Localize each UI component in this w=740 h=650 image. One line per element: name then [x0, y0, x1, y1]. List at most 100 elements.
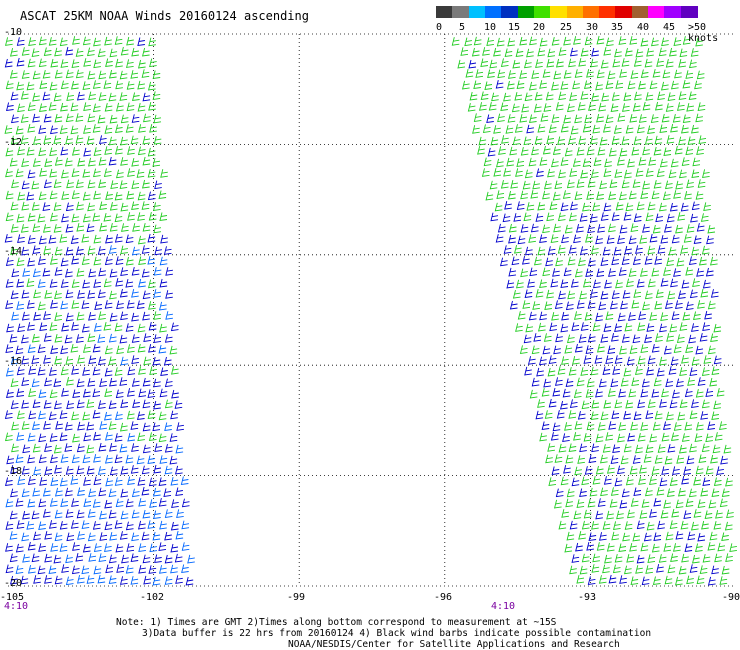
- wind-barb: [21, 311, 30, 321]
- wind-barb: [130, 70, 139, 79]
- wind-barb: [683, 466, 691, 476]
- wind-barb: [120, 465, 129, 475]
- wind-barb: [555, 488, 564, 498]
- wind-barb: [695, 421, 704, 431]
- wind-barb: [673, 268, 681, 277]
- wind-barb: [511, 256, 520, 266]
- wind-barb: [629, 36, 638, 45]
- wind-barb: [640, 190, 648, 200]
- wind-barb: [83, 102, 91, 111]
- wind-barb: [16, 432, 24, 441]
- wind-barb: [665, 378, 673, 388]
- wind-barb: [596, 542, 605, 551]
- wind-barb: [679, 322, 688, 331]
- wind-barb: [622, 103, 630, 112]
- wind-barb: [714, 553, 722, 563]
- wind-barb: [566, 179, 575, 189]
- wind-barb: [10, 400, 19, 409]
- wind-barb: [640, 388, 649, 398]
- wind-barb: [703, 202, 711, 211]
- lon-tick-93: -93: [578, 592, 597, 603]
- wind-barb: [170, 543, 179, 553]
- wind-barb: [675, 300, 683, 309]
- wind-barb: [104, 521, 113, 531]
- wind-barb: [16, 388, 24, 398]
- wind-barb: [71, 255, 79, 265]
- wind-barb: [687, 377, 695, 386]
- wind-barb: [4, 410, 13, 419]
- wind-barb: [552, 268, 560, 277]
- wind-barb: [159, 278, 168, 288]
- wind-barb: [180, 476, 189, 486]
- wind-barb: [642, 301, 650, 311]
- wind-barb: [28, 564, 36, 574]
- wind-barb: [153, 464, 162, 474]
- wind-barb: [93, 190, 101, 200]
- wind-barb: [149, 366, 157, 375]
- wind-barb: [537, 123, 546, 133]
- wind-barb: [580, 322, 589, 331]
- wind-barb: [560, 81, 569, 90]
- wind-barb: [88, 488, 96, 498]
- wind-barb: [108, 488, 117, 498]
- wind-barb: [700, 487, 708, 497]
- wind-barb: [137, 411, 145, 421]
- wind-barb: [641, 499, 650, 508]
- wind-barb: [82, 454, 91, 464]
- wind-barb: [149, 58, 157, 68]
- wind-barb: [709, 531, 718, 541]
- wind-barb: [608, 147, 617, 157]
- wind-barb: [669, 202, 678, 212]
- wind-barb: [638, 311, 646, 320]
- wind-barb: [82, 36, 91, 46]
- wind-barb: [574, 311, 582, 320]
- wind-barb: [660, 234, 669, 244]
- wind-barb: [531, 70, 539, 79]
- wind-barb: [75, 69, 84, 79]
- wind-barb: [647, 278, 656, 288]
- colorbar-label: 35: [611, 22, 624, 33]
- wind-barb: [92, 366, 101, 376]
- wind-barb: [695, 37, 703, 47]
- wind-barb: [564, 224, 573, 234]
- wind-barb: [143, 113, 151, 123]
- wind-barb: [691, 323, 699, 332]
- wind-barb: [625, 399, 633, 409]
- wind-barb: [578, 334, 587, 343]
- wind-barb: [635, 366, 643, 375]
- wind-barb: [125, 454, 134, 464]
- wind-barb: [31, 553, 40, 563]
- wind-barb: [649, 80, 658, 90]
- wind-barb: [487, 69, 495, 79]
- wind-barb: [693, 509, 702, 518]
- wind-barb: [636, 554, 645, 564]
- wind-barb: [705, 388, 714, 397]
- wind-barb: [535, 410, 544, 420]
- wind-barb: [672, 466, 680, 475]
- wind-barb: [584, 80, 592, 90]
- wind-barb: [93, 565, 102, 575]
- wind-barb: [87, 245, 96, 255]
- wind-barb: [114, 520, 123, 529]
- wind-barb: [534, 91, 543, 101]
- wind-barb: [675, 530, 684, 540]
- wind-barb: [104, 411, 112, 421]
- wind-barb: [576, 499, 585, 508]
- wind-barb: [175, 465, 183, 475]
- wind-barb: [138, 520, 146, 530]
- lat-tick-18: -18: [4, 466, 23, 477]
- wind-barb: [596, 268, 605, 278]
- wind-barb: [671, 508, 679, 518]
- wind-barb: [673, 543, 681, 552]
- wind-barb: [164, 443, 173, 453]
- wind-barb: [93, 59, 101, 69]
- wind-barb: [510, 179, 518, 189]
- wind-barb: [59, 37, 68, 47]
- wind-barb: [27, 102, 36, 111]
- wind-barb: [153, 334, 162, 343]
- wind-barb: [666, 257, 674, 267]
- wind-barb: [693, 311, 701, 321]
- wind-barb: [153, 135, 162, 145]
- wind-barb: [105, 234, 113, 244]
- wind-barb: [92, 212, 101, 222]
